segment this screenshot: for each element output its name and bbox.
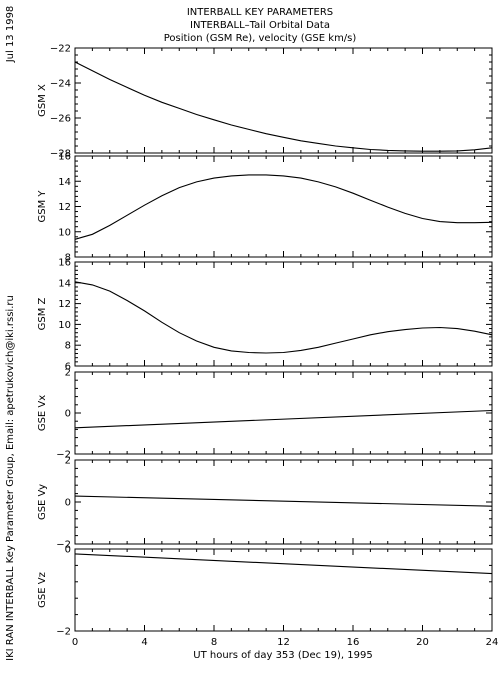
side-credit: IKI RAN INTERBALL Key Parameter Group, E… bbox=[5, 295, 16, 661]
y-tick-label: −22 bbox=[50, 44, 71, 55]
y-tick-label: 8 bbox=[65, 341, 71, 352]
y-tick-label: 0 bbox=[65, 498, 71, 509]
x-tick-label: 4 bbox=[141, 637, 147, 648]
header-line-2: INTERBALL–Tail Orbital Data bbox=[190, 20, 330, 31]
y-tick-label: 2 bbox=[65, 368, 71, 379]
panel-frame bbox=[74, 459, 493, 545]
panel-2: 16 14 12 10 8 GSM Y bbox=[37, 152, 493, 264]
panel-frame bbox=[74, 155, 493, 258]
y-tick-label: 16 bbox=[58, 258, 71, 269]
x-tick-label: 0 bbox=[72, 637, 78, 648]
y-tick-label: 16 bbox=[58, 152, 71, 163]
x-tick-label: 16 bbox=[347, 637, 360, 648]
x-tick-label: 8 bbox=[211, 637, 217, 648]
y-tick-label: 10 bbox=[58, 320, 71, 331]
y-axis-label: GSM Z bbox=[37, 297, 48, 330]
panel-frame bbox=[74, 261, 493, 367]
x-axis-label: UT hours of day 353 (Dec 19), 1995 bbox=[193, 650, 372, 661]
x-tick-label: 24 bbox=[486, 637, 499, 648]
y-tick-label: 14 bbox=[58, 177, 71, 188]
y-tick-label: −28 bbox=[50, 149, 71, 160]
series-line bbox=[74, 409, 493, 429]
y-tick-label: 8 bbox=[65, 253, 71, 264]
y-tick-label: 12 bbox=[58, 202, 71, 213]
panel-4: 2 0 −2 GSE Vx bbox=[37, 368, 493, 461]
y-tick-label: −24 bbox=[50, 79, 71, 90]
y-tick-label: 0 bbox=[65, 409, 71, 420]
panel-1: −22 −24 −26 −28 GSM X bbox=[37, 44, 493, 160]
y-tick-label: 0 bbox=[65, 545, 71, 556]
y-tick-label: −2 bbox=[56, 627, 71, 638]
header-line-1: INTERBALL KEY PARAMETERS bbox=[187, 7, 333, 18]
header-line-3: Position (GSM Re), velocity (GSE km/s) bbox=[164, 33, 357, 44]
y-tick-label: 12 bbox=[58, 299, 71, 310]
series-line bbox=[74, 174, 493, 240]
series-line bbox=[74, 553, 493, 575]
y-tick-label: 6 bbox=[65, 362, 71, 373]
x-tick-label: 12 bbox=[277, 637, 290, 648]
side-date: Jul 13 1998 bbox=[5, 6, 16, 64]
y-tick-label: 10 bbox=[58, 227, 71, 238]
x-tick-label: 20 bbox=[416, 637, 429, 648]
y-axis-label: GSE Vy bbox=[37, 484, 48, 520]
series-line bbox=[74, 495, 493, 507]
panel-5: 2 0 −2 GSE Vy bbox=[37, 456, 493, 551]
y-tick-label: −2 bbox=[56, 540, 71, 551]
y-tick-label: 14 bbox=[58, 278, 71, 289]
panel-frame bbox=[74, 548, 493, 632]
series-line bbox=[74, 281, 493, 354]
y-axis-label: GSE Vx bbox=[37, 395, 48, 431]
y-axis-label: GSM Y bbox=[37, 190, 48, 223]
y-axis-label: GSM X bbox=[37, 84, 48, 117]
series-line bbox=[74, 61, 493, 152]
panel-3: 16 14 12 10 8 6 GSM Z bbox=[37, 258, 493, 373]
y-tick-label: −26 bbox=[50, 114, 71, 125]
y-tick-label: −2 bbox=[56, 450, 71, 461]
y-tick-label: 2 bbox=[65, 456, 71, 467]
y-axis-label: GSE Vz bbox=[37, 572, 48, 608]
